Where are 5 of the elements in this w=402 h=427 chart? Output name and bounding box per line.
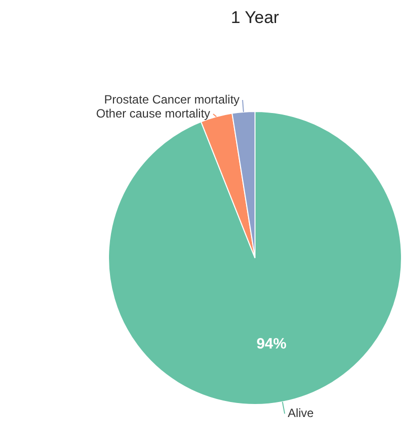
data-label: 94% — [256, 335, 286, 352]
slice-label: Alive — [288, 406, 314, 420]
slice-label: Other cause mortality — [96, 106, 210, 120]
chart-title: 1 Year — [230, 8, 280, 28]
slice-label: Prostate Cancer mortality — [104, 92, 240, 106]
